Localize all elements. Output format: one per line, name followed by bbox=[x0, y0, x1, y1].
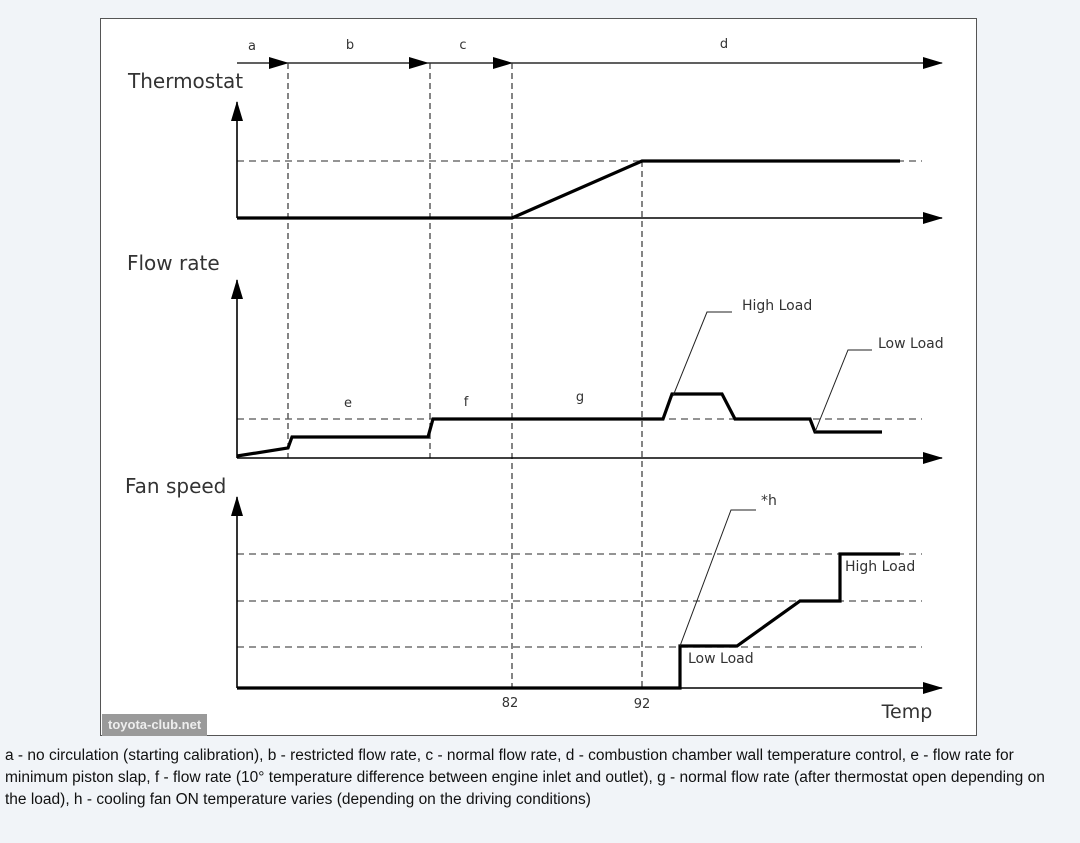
fan-speed-title: Fan speed bbox=[125, 474, 226, 498]
phase-label-b: b bbox=[346, 38, 354, 53]
fan-low-load-label: Low Load bbox=[688, 651, 754, 667]
segment-label-e: e bbox=[344, 396, 352, 411]
thermostat-title: Thermostat bbox=[127, 69, 243, 93]
flow-rate-curve bbox=[236, 392, 882, 458]
phase-label-d: d bbox=[720, 37, 728, 52]
temp-axis-label: Temp bbox=[881, 701, 933, 723]
callout-lines bbox=[672, 311, 872, 647]
phase-divider-lines bbox=[287, 63, 643, 688]
fan-speed-curve bbox=[237, 552, 900, 690]
flow-low-load-label: Low Load bbox=[878, 336, 944, 352]
diagram-frame bbox=[100, 18, 977, 736]
temp-tick-92: 92 bbox=[634, 697, 651, 712]
segment-label-f: f bbox=[464, 395, 469, 410]
watermark: toyota-club.net bbox=[102, 714, 208, 736]
phase-label-c: c bbox=[459, 38, 466, 53]
diagram-caption: a - no circulation (starting calibration… bbox=[5, 747, 1045, 808]
flow-rate-title: Flow rate bbox=[127, 251, 220, 275]
segment-label-g: g bbox=[576, 390, 584, 405]
fan-high-load-label: High Load bbox=[845, 559, 915, 575]
phase-label-a: a bbox=[248, 39, 256, 54]
flow-high-load-label: High Load bbox=[742, 298, 812, 314]
temp-tick-82: 82 bbox=[502, 696, 519, 711]
thermostat-curve bbox=[237, 159, 900, 220]
fan-on-callout-label: *h bbox=[761, 493, 777, 509]
